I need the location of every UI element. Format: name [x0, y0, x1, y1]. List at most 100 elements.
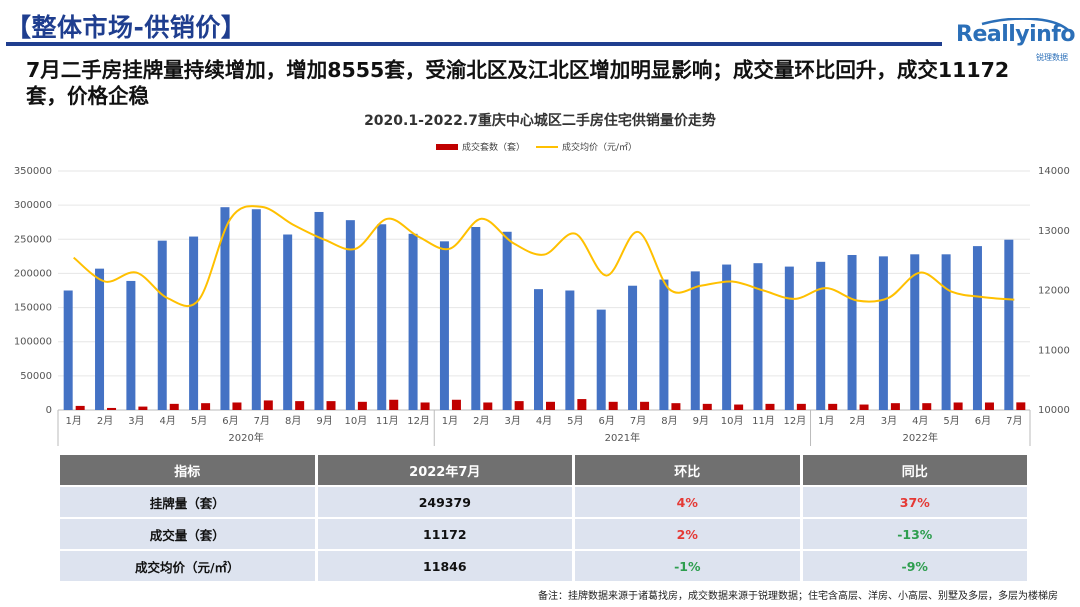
bar-listing: [502, 231, 512, 410]
x-axis-tick-label: 8月: [285, 415, 301, 427]
bar-listing: [63, 290, 73, 410]
left-axis-tick-label: 50000: [20, 371, 52, 382]
logo-subtext: 锐理数据: [1036, 53, 1068, 62]
table-row: 成交均价（元/㎡） 11846 -1% -9%: [60, 551, 1027, 581]
bar-listing: [910, 254, 920, 410]
table-header-cell: 2022年7月: [317, 455, 573, 485]
table-cell: 11846: [317, 551, 573, 581]
bar-deal: [451, 399, 461, 410]
line-price: [73, 205, 1015, 308]
right-axis-tick-label: 11000: [1038, 345, 1070, 356]
x-axis-tick-label: 5月: [191, 415, 207, 427]
x-axis-tick-label: 11月: [376, 415, 399, 427]
bar-deal: [734, 404, 744, 410]
headline: 7月二手房挂牌量持续增加，增加8555套，受渝北区及江北区增加明显影响；成交量环…: [26, 58, 1010, 108]
left-axis-tick-label: 250000: [14, 234, 52, 245]
bar-deal: [828, 403, 838, 410]
right-axis-tick-label: 13000: [1038, 226, 1070, 237]
table-cell: 4%: [575, 487, 800, 517]
x-axis-tick-label: 1月: [65, 415, 81, 427]
bar-deal: [702, 403, 712, 410]
year-group-label: 2021年: [605, 431, 640, 444]
x-axis-tick-label: 7月: [1006, 415, 1022, 427]
bar-listing: [95, 268, 105, 410]
bar-listing: [941, 254, 951, 410]
year-group-label: 2022年: [903, 431, 938, 444]
bar-deal: [671, 403, 681, 410]
bar-listing: [972, 246, 982, 410]
bar-listing: [565, 290, 575, 410]
x-axis-tick-label: 4月: [536, 415, 552, 427]
left-axis-tick-label: 300000: [14, 200, 52, 211]
bar-deal: [859, 404, 869, 410]
table-row: 成交量（套） 11172 2% -13%: [60, 519, 1027, 549]
left-axis-tick-label: 150000: [14, 303, 52, 314]
bar-deal: [922, 403, 932, 410]
title-divider: [6, 42, 942, 46]
bar-deal: [169, 403, 179, 410]
bar-deal: [546, 401, 555, 410]
bar-listing: [596, 309, 606, 410]
right-axis-tick-label: 10000: [1038, 405, 1070, 416]
bar-deal: [514, 401, 524, 410]
bar-listing: [784, 266, 794, 410]
x-axis-tick-label: 3月: [128, 415, 144, 427]
bar-deal: [389, 399, 399, 410]
x-axis-tick-label: 5月: [567, 415, 583, 427]
left-axis-tick-label: 100000: [14, 337, 52, 348]
table-cell: 挂牌量（套）: [60, 487, 315, 517]
x-axis-tick-label: 11月: [752, 415, 775, 427]
bar-listing: [753, 263, 763, 410]
left-axis-tick-label: 350000: [14, 166, 52, 177]
bar-listing: [345, 220, 355, 410]
legend-label-deal: 成交套数（套）: [462, 141, 525, 153]
bar-deal: [608, 401, 618, 410]
table-cell: -1%: [575, 551, 800, 581]
bar-listing: [628, 285, 638, 410]
bar-deal: [483, 402, 493, 410]
chart-title: 2020.1-2022.7重庆中心城区二手房住宅供销量价走势: [364, 113, 716, 129]
right-axis-tick-label: 14000: [1038, 166, 1070, 177]
x-axis-tick-label: 10月: [721, 415, 744, 427]
left-axis-tick-label: 0: [46, 405, 52, 416]
bar-deal: [263, 400, 273, 410]
x-axis-tick-label: 7月: [254, 415, 270, 427]
section-title: 【整体市场-供销价】: [6, 13, 247, 42]
table-header-row: 指标 2022年7月 环比 同比: [60, 455, 1027, 485]
x-axis-tick-label: 1月: [442, 415, 458, 427]
bar-listing: [377, 224, 387, 410]
footnote: 备注：挂牌数据来源于诸葛找房，成交数据来源于锐理数据；住宅含高层、洋房、小高层、…: [538, 591, 1058, 602]
x-axis-tick-label: 8月: [661, 415, 677, 427]
bar-listing: [816, 261, 826, 410]
left-axis-tick-label: 200000: [14, 268, 52, 279]
bar-deal: [201, 403, 211, 410]
bar-listing: [659, 279, 669, 410]
legend-label-price: 成交均价（元/㎡）: [562, 141, 637, 153]
bar-deal: [326, 401, 336, 410]
bar-deal: [890, 403, 900, 410]
table-cell: 成交均价（元/㎡）: [60, 551, 315, 581]
x-axis-tick-label: 6月: [222, 415, 238, 427]
bar-deal: [75, 405, 85, 410]
x-axis-tick-label: 3月: [504, 415, 520, 427]
bar-listing: [408, 233, 418, 410]
logo-swoosh-icon: [981, 18, 1069, 31]
x-axis-tick-label: 4月: [160, 415, 176, 427]
table-header-cell: 指标: [60, 455, 315, 485]
bar-deal: [138, 406, 148, 410]
year-group-label: 2020年: [228, 431, 263, 444]
x-axis-tick-label: 6月: [975, 415, 991, 427]
x-axis-tick-label: 7月: [630, 415, 646, 427]
bar-listing: [690, 271, 700, 410]
bar-listing: [722, 264, 732, 410]
bar-deal: [1016, 402, 1026, 410]
bar-deal: [232, 402, 242, 410]
bar-listing: [847, 254, 857, 410]
table-cell: 249379: [317, 487, 573, 517]
brand-logo: Reallyinfo 锐理数据: [952, 18, 1076, 62]
x-axis-tick-label: 3月: [881, 415, 897, 427]
bar-deal: [107, 407, 117, 410]
bar-listing: [878, 256, 888, 410]
summary-table: 指标 2022年7月 环比 同比 挂牌量（套） 249379 4% 37% 成交…: [57, 453, 1030, 583]
bar-deal: [357, 401, 367, 410]
